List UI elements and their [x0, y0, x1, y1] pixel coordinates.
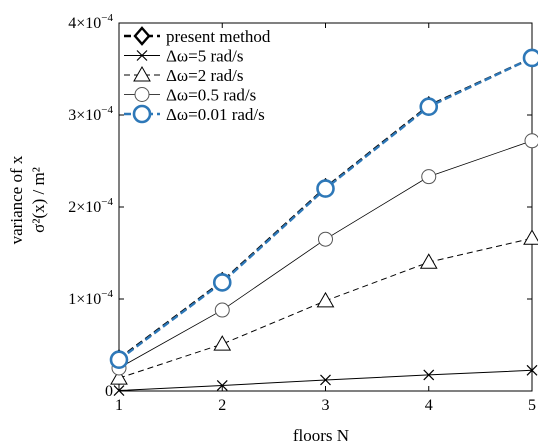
legend-label: present method — [166, 27, 271, 46]
legend-entry: Δω=5 rad/s — [124, 47, 244, 66]
data-point-triangle — [133, 65, 151, 82]
data-point-circle — [316, 179, 335, 198]
x-tick-label: 3 — [322, 397, 330, 414]
legend-label: Δω=5 rad/s — [166, 47, 244, 66]
legend-label: Δω=2 rad/s — [166, 66, 244, 85]
y-tick-label: 4×10−4 — [68, 12, 113, 32]
data-point-x — [216, 380, 228, 391]
y-axis-label-line2: σ²(x) / m² — [29, 167, 48, 233]
data-point-diamond — [133, 26, 151, 46]
data-point-circle — [522, 48, 538, 68]
data-point-circle — [109, 350, 129, 370]
y-tick-label: 2×10−4 — [68, 196, 113, 216]
data-point-x — [423, 369, 435, 381]
data-point-x — [136, 50, 148, 61]
legend-entry: Δω=0.01 rad/s — [124, 104, 265, 124]
data-point-triangle — [316, 291, 335, 308]
data-point-triangle — [523, 229, 538, 245]
legend-entry: Δω=2 rad/s — [124, 65, 244, 85]
x-tick-label: 2 — [218, 397, 226, 414]
y-tick-label: 3×10−4 — [68, 104, 113, 124]
data-point-triangle — [213, 335, 232, 351]
series-2 — [113, 364, 538, 396]
x-tick-label: 1 — [115, 397, 123, 414]
y-axis-label-line1: variance of x — [7, 155, 26, 244]
data-point-circle — [421, 169, 437, 185]
series-3 — [110, 229, 538, 385]
axes-layer: 1 2 3 4 5 0 1×10−4 2×10−4 3×10−4 4×10−4 — [68, 12, 536, 414]
x-tick-label: 5 — [528, 397, 536, 414]
series-layer — [109, 48, 538, 396]
y-tick-label: 1×10−4 — [68, 288, 113, 308]
series-line — [118, 140, 533, 369]
data-point-circle — [212, 273, 232, 292]
series-4 — [111, 133, 538, 376]
data-point-circle — [524, 133, 538, 149]
data-point-circle — [318, 231, 333, 247]
legend-entry: present method — [124, 26, 271, 46]
data-point-circle — [419, 97, 439, 117]
legend-label: Δω=0.5 rad/s — [166, 86, 256, 105]
data-point-triangle — [419, 253, 438, 269]
data-point-circle — [134, 87, 150, 102]
data-point-circle — [214, 302, 230, 318]
data-point-circle — [132, 104, 152, 124]
series-line — [118, 237, 533, 379]
data-point-triangle — [110, 369, 128, 385]
data-point-x — [526, 364, 538, 376]
legend-entry: Δω=0.5 rad/s — [124, 86, 256, 105]
x-axis-label: floors N — [293, 426, 349, 445]
series-5 — [109, 48, 538, 370]
x-tick-label: 4 — [425, 397, 433, 414]
data-point-x — [320, 374, 331, 386]
legend-label: Δω=0.01 rad/s — [166, 105, 265, 124]
y-tick-label: 0 — [105, 383, 113, 400]
